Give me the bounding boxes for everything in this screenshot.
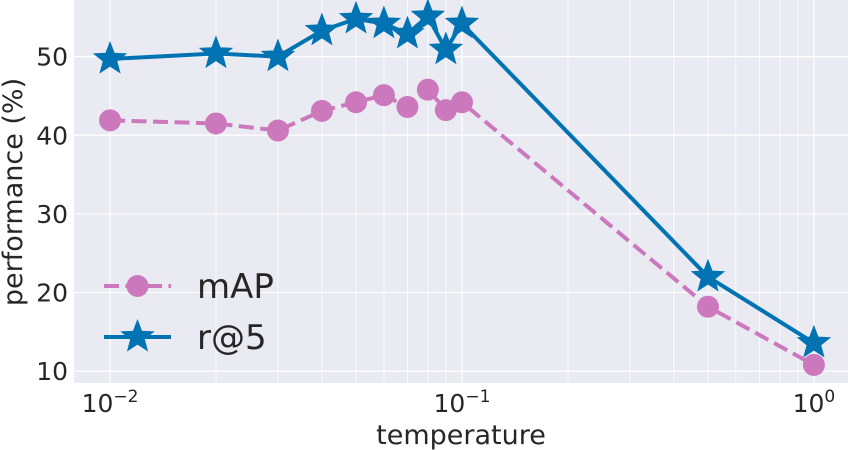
circle-point [396,95,419,118]
y-tick-label: 30 [36,200,68,229]
circle-point [345,91,368,114]
circle-point [416,78,439,101]
circle-point [310,99,333,122]
series-r@5 [92,0,832,358]
star-point [690,258,726,292]
circle-point [696,295,719,318]
circle-point [372,84,395,107]
series-layer [92,0,832,376]
x-axis-label: temperature [376,420,546,450]
star-point [304,12,340,46]
circle-point [450,91,473,114]
legend-marker [120,318,155,352]
legend: mAP r@5 [104,267,274,358]
star-point [796,324,832,358]
star-point [444,5,480,39]
star-point [260,38,296,72]
legend-label: r@5 [197,318,267,358]
x-tick-label: 100 [793,387,836,418]
star-point [338,0,374,34]
series-mAP [99,78,825,376]
circle-point [204,112,227,135]
star-point [366,5,402,39]
legend-item-r@5: r@5 [104,318,267,358]
tick-labels: 10 20 30 40 50 10−2 10−1 100 [36,43,835,418]
star-point [410,0,446,32]
y-tick-label: 10 [36,357,68,386]
plot-area [74,0,848,383]
circle-point [266,119,289,142]
y-axis-label: performance (%) [0,78,29,306]
x-tick-label: 10−1 [434,387,491,418]
star-point [92,40,128,74]
circle-point [99,109,122,132]
legend-item-mAP: mAP [104,267,274,307]
x-tick-label: 10−2 [82,387,139,418]
y-tick-label: 50 [36,43,68,72]
legend-label: mAP [197,267,274,307]
y-tick-label: 40 [36,121,68,150]
star-point [428,31,464,65]
circle-point [802,353,825,376]
y-tick-label: 20 [36,279,68,308]
legend-marker [126,275,149,297]
star-point [198,35,234,69]
